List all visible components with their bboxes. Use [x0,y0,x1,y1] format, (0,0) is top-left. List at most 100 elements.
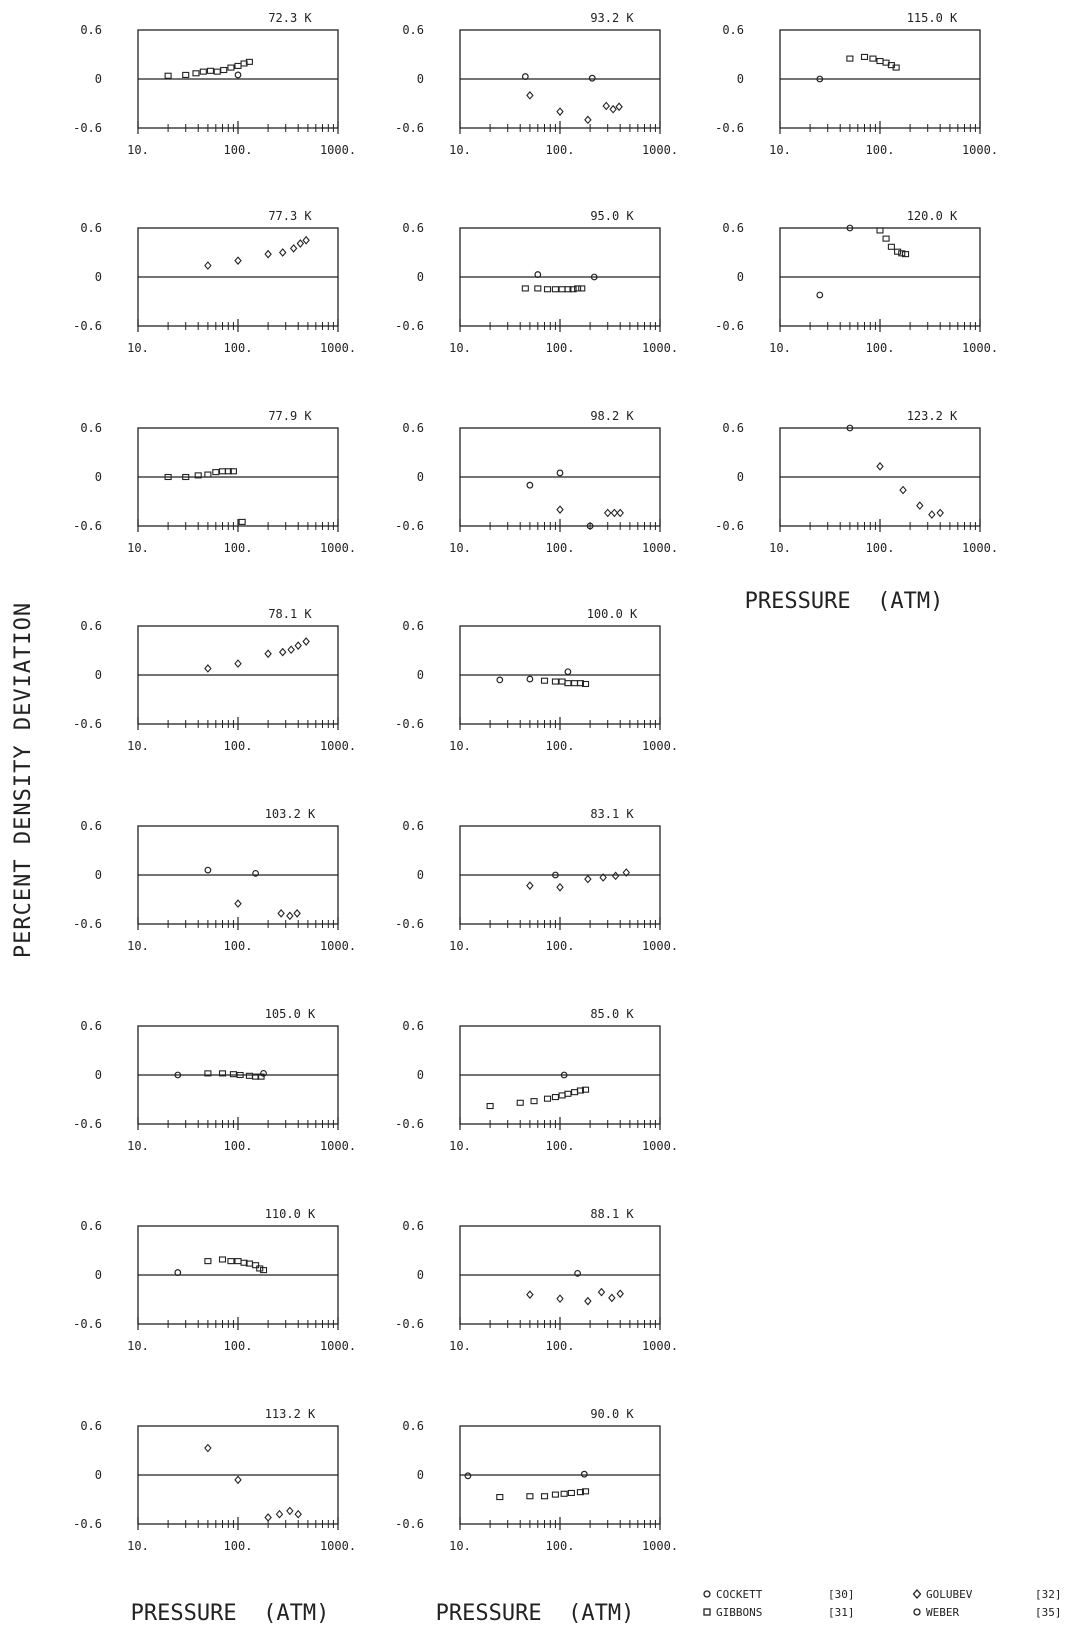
data-point [286,911,294,921]
x-tick-label: 1000. [320,143,356,157]
data-point [556,1294,564,1304]
data-point [894,248,902,255]
y-tick-label: 0 [95,668,102,682]
y-tick-label: -0.6 [395,1117,424,1131]
y-tick-label: -0.6 [73,1517,102,1531]
data-point [574,285,582,292]
y-tick-label: 0 [417,1068,424,1082]
data-point [615,102,623,112]
panel: 103.2 K 0.6 0 -0.6 10. 100. 1000. [73,807,356,953]
panel-title: 105.0 K [265,1007,316,1021]
data-point [556,882,564,892]
data-point [846,55,854,62]
data-point [558,286,566,293]
y-tick-label: 0.6 [80,1219,102,1233]
data-point [174,1269,182,1276]
data-point [560,1490,568,1497]
data-point [540,677,549,684]
legend-name: COCKETT [716,1588,763,1601]
x-tick-label: 100. [866,541,895,555]
data-point [234,1475,242,1485]
data-point [887,243,895,250]
data-point [584,1296,592,1306]
x-tick-label: 100. [866,341,895,355]
data-point [610,508,619,518]
data-point [227,64,235,71]
x-tick-label: 100. [866,143,895,157]
y-tick-label: 0 [417,270,424,284]
y-tick-label: 0.6 [80,619,102,633]
data-point [543,1095,552,1102]
x-tick-label: 100. [224,1539,253,1553]
x-tick-label: 10. [449,541,471,555]
y-tick-label: 0 [417,72,424,86]
panel-title: 72.3 K [268,11,312,25]
x-tick-label: 10. [127,541,149,555]
legend-name: GOLUBEV [926,1588,973,1601]
legend-marker [703,1608,711,1616]
panel: 123.2 K 0.6 0 -0.6 10. 100. 1000. [715,409,998,555]
data-point [240,1259,248,1266]
x-tick-label: 1000. [962,541,998,555]
panel: 100.0 K 0.6 0 -0.6 10. 100. 1000. [395,607,678,753]
data-point [543,286,552,293]
x-tick-label: 100. [224,739,253,753]
y-tick-label: -0.6 [73,519,102,533]
panel-title: 95.0 K [590,209,634,223]
data-point [234,71,242,79]
x-tick-label: 100. [546,1139,575,1153]
y-tick-label: 0.6 [80,421,102,435]
y-tick-label: 0 [95,1468,102,1482]
data-point [264,1513,272,1522]
x-tick-label: 1000. [642,341,678,355]
data-point [240,60,248,67]
data-point [245,1072,253,1079]
x-tick-label: 10. [127,739,149,753]
y-tick-label: 0.6 [80,1419,102,1433]
data-point [564,668,572,676]
data-point [603,508,612,518]
data-point [234,62,242,69]
legend-entry: GOLUBEV [32] [912,1588,1062,1601]
y-tick-label: 0.6 [722,23,744,37]
x-tick-label: 1000. [642,541,678,555]
data-point [278,647,287,657]
data-point [516,1099,524,1106]
y-tick-label: 0 [95,1268,102,1282]
x-tick-label: 100. [224,541,253,555]
data-point [526,1290,534,1299]
data-point [218,1256,227,1263]
y-tick-label: 0.6 [402,23,424,37]
panel-title: 90.0 K [590,1407,634,1421]
data-point [569,286,577,293]
x-tick-label: 100. [546,739,575,753]
panel: 115.0 K 0.6 0 -0.6 10. 100. 1000. [715,11,998,157]
y-tick-label: 0 [417,668,424,682]
data-point [584,874,592,884]
data-point [567,1489,575,1497]
y-tick-label: -0.6 [395,519,424,533]
panel: 77.3 K 0.6 0 -0.6 10. 100. 1000. [73,209,356,355]
x-tick-label: 10. [127,1539,149,1553]
x-tick-label: 10. [127,1339,149,1353]
x-axis-title-middle: PRESSURE (ATM) [436,1601,635,1626]
data-point [571,1089,579,1096]
data-point [224,468,232,475]
panel: 88.1 K 0.6 0 -0.6 10. 100. 1000. [395,1207,678,1353]
data-point [556,505,564,515]
y-tick-label: -0.6 [395,121,424,135]
data-point [204,1443,212,1453]
legend-entry: WEBER [35] [913,1606,1062,1619]
y-tick-label: 0.6 [722,221,744,235]
data-point [212,469,220,476]
y-tick-label: 0 [737,470,744,484]
data-point [286,1506,294,1516]
panel: 113.2 K 0.6 0 -0.6 10. 100. 1000. [73,1407,356,1553]
x-tick-label: 10. [769,143,791,157]
panel: 77.9 K 0.6 0 -0.6 10. 100. 1000. [73,409,356,555]
data-point [599,873,607,882]
data-point [564,680,572,687]
data-point [611,871,620,881]
data-point [278,248,287,257]
x-tick-label: 1000. [320,1139,356,1153]
